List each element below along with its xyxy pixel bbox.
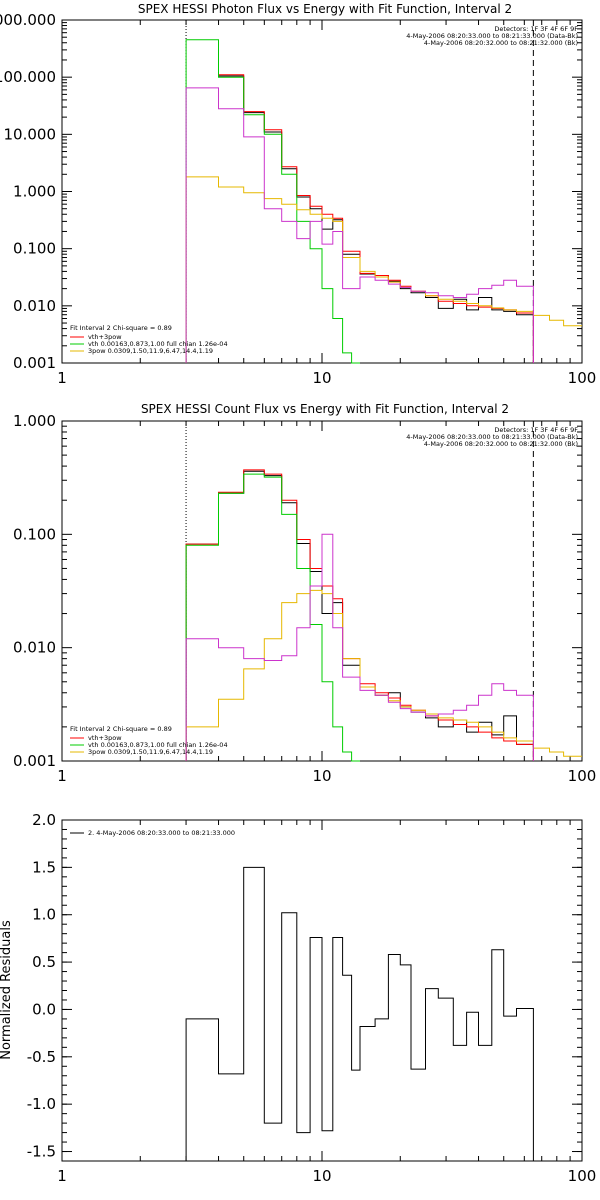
photon-flux-y-tick-label: 0.010 — [13, 297, 56, 315]
residuals-legend-text: 2. 4-May-2006 08:20:33.000 to 08:21:33.0… — [88, 829, 235, 837]
count-flux-panel: SPEX HESSI Count Flux vs Energy with Fit… — [13, 402, 596, 785]
count-flux-x-tick-label: 1 — [57, 767, 67, 785]
photon-flux-series-4 — [185, 87, 534, 363]
residuals-y-tick-label: -1.0 — [27, 1095, 56, 1113]
photon-flux-series-3 — [185, 176, 582, 363]
photon-flux-legend-total: vth+3pow — [88, 333, 122, 341]
residuals-x-tick-label: 100 — [568, 1167, 597, 1185]
photon-flux-plot-area: 1 10 100 000.000 100.000 10.000 1.000 0.100 0.01… — [0, 11, 596, 387]
photon-flux-x-tick-label: 100 — [568, 369, 597, 387]
photon-flux-y-tick-label: 000.000 — [0, 11, 56, 29]
photon-flux-x-tick-label: 1 — [57, 369, 67, 387]
residuals-y-tick-label: 1.5 — [32, 858, 56, 876]
count-flux-y-tick-label: 0.010 — [13, 639, 56, 657]
photon-flux-title: SPEX HESSI Photon Flux vs Energy with Fi… — [138, 2, 512, 16]
count-flux-header-bk-interval: 4-May-2006 08:20:32.000 to 08:21:32.000 … — [424, 440, 578, 448]
count-flux-header-detectors: Detectors: 1F 3F 4F 6F 9F — [494, 426, 578, 434]
count-flux-legend-fit-interval: Fit Interval 2 Chi-square = 0.89 — [70, 725, 172, 733]
photon-flux-panel: SPEX HESSI Photon Flux vs Energy with Fi… — [0, 2, 596, 387]
residuals-x-tick-label: 10 — [312, 1167, 331, 1185]
photon-flux-y-tick-label: 0.100 — [13, 240, 56, 258]
residuals-y-tick-label: -0.5 — [27, 1048, 56, 1066]
residuals-series-0 — [185, 866, 534, 1161]
count-flux-title: SPEX HESSI Count Flux vs Energy with Fit… — [141, 402, 509, 416]
residuals-y-axis-label: Normalized Residuals — [0, 920, 14, 1060]
count-flux-x-tick-label: 100 — [568, 767, 597, 785]
count-flux-y-tick-label: 1.000 — [13, 412, 56, 430]
residuals-y-tick-label: 0.0 — [32, 1000, 56, 1018]
residuals-plot-area: 1 10 100 2.0 1.5 1.0 0.5 0.0 -0.5 -1.0 -1.5 — [27, 811, 597, 1185]
count-flux-plot-area: 1 10 100 1.000 0.100 0.010 0.001 — [13, 412, 596, 785]
count-flux-x-tick-label: 10 — [312, 767, 331, 785]
photon-flux-y-tick-label: 0.001 — [13, 354, 56, 372]
residuals-panel: 1 10 100 2.0 1.5 1.0 0.5 0.0 -0.5 -1.0 -1.5 2. 4-M… — [0, 811, 596, 1185]
residuals-y-tick-label: 1.0 — [32, 906, 56, 924]
count-flux-series-4 — [185, 533, 534, 761]
count-flux-series-2 — [185, 473, 360, 762]
residuals-x-tick-label: 1 — [57, 1167, 67, 1185]
count-flux-series-1 — [185, 469, 534, 761]
count-flux-legend-total: vth+3pow — [88, 734, 122, 742]
photon-flux-y-tick-label: 100.000 — [0, 68, 56, 86]
count-flux-legend-vth: vth 0.00163,0.873,1.00 full chian 1.26e-… — [88, 741, 228, 749]
residuals-y-tick-label: 0.5 — [32, 953, 56, 971]
residuals-y-tick-label: 2.0 — [32, 811, 56, 829]
count-flux-series-3 — [185, 589, 582, 761]
photon-flux-header-bk-interval: 4-May-2006 08:20:32.000 to 08:21:32.000 … — [424, 39, 578, 47]
photon-flux-legend-3pow: 3pow 0.0309,1.50,11.9,6.47,14.4,1.19 — [88, 347, 213, 355]
photon-flux-x-tick-label: 10 — [312, 369, 331, 387]
photon-flux-legend-vth: vth 0.00163,0.873,1.00 full chian 1.26e-… — [88, 340, 228, 348]
count-flux-header-data-interval: 4-May-2006 08:20:33.000 to 08:21:33.000 … — [406, 433, 578, 441]
count-flux-legend-3pow: 3pow 0.0309,1.50,11.9,6.47,14.4,1.19 — [88, 748, 213, 756]
photon-flux-y-tick-label: 1.000 — [13, 183, 56, 201]
photon-flux-legend-fit-interval: Fit Interval 2 Chi-square = 0.89 — [70, 324, 172, 332]
photon-flux-header-detectors: Detectors: 1F 3F 4F 6F 9F — [494, 25, 578, 33]
photon-flux-header-data-interval: 4-May-2006 08:20:33.000 to 08:21:33.000 … — [406, 32, 578, 40]
residuals-y-tick-label: -1.5 — [27, 1143, 56, 1161]
count-flux-y-tick-label: 0.100 — [13, 525, 56, 543]
count-flux-y-tick-label: 0.001 — [13, 752, 56, 770]
photon-flux-y-tick-label: 10.000 — [4, 125, 57, 143]
